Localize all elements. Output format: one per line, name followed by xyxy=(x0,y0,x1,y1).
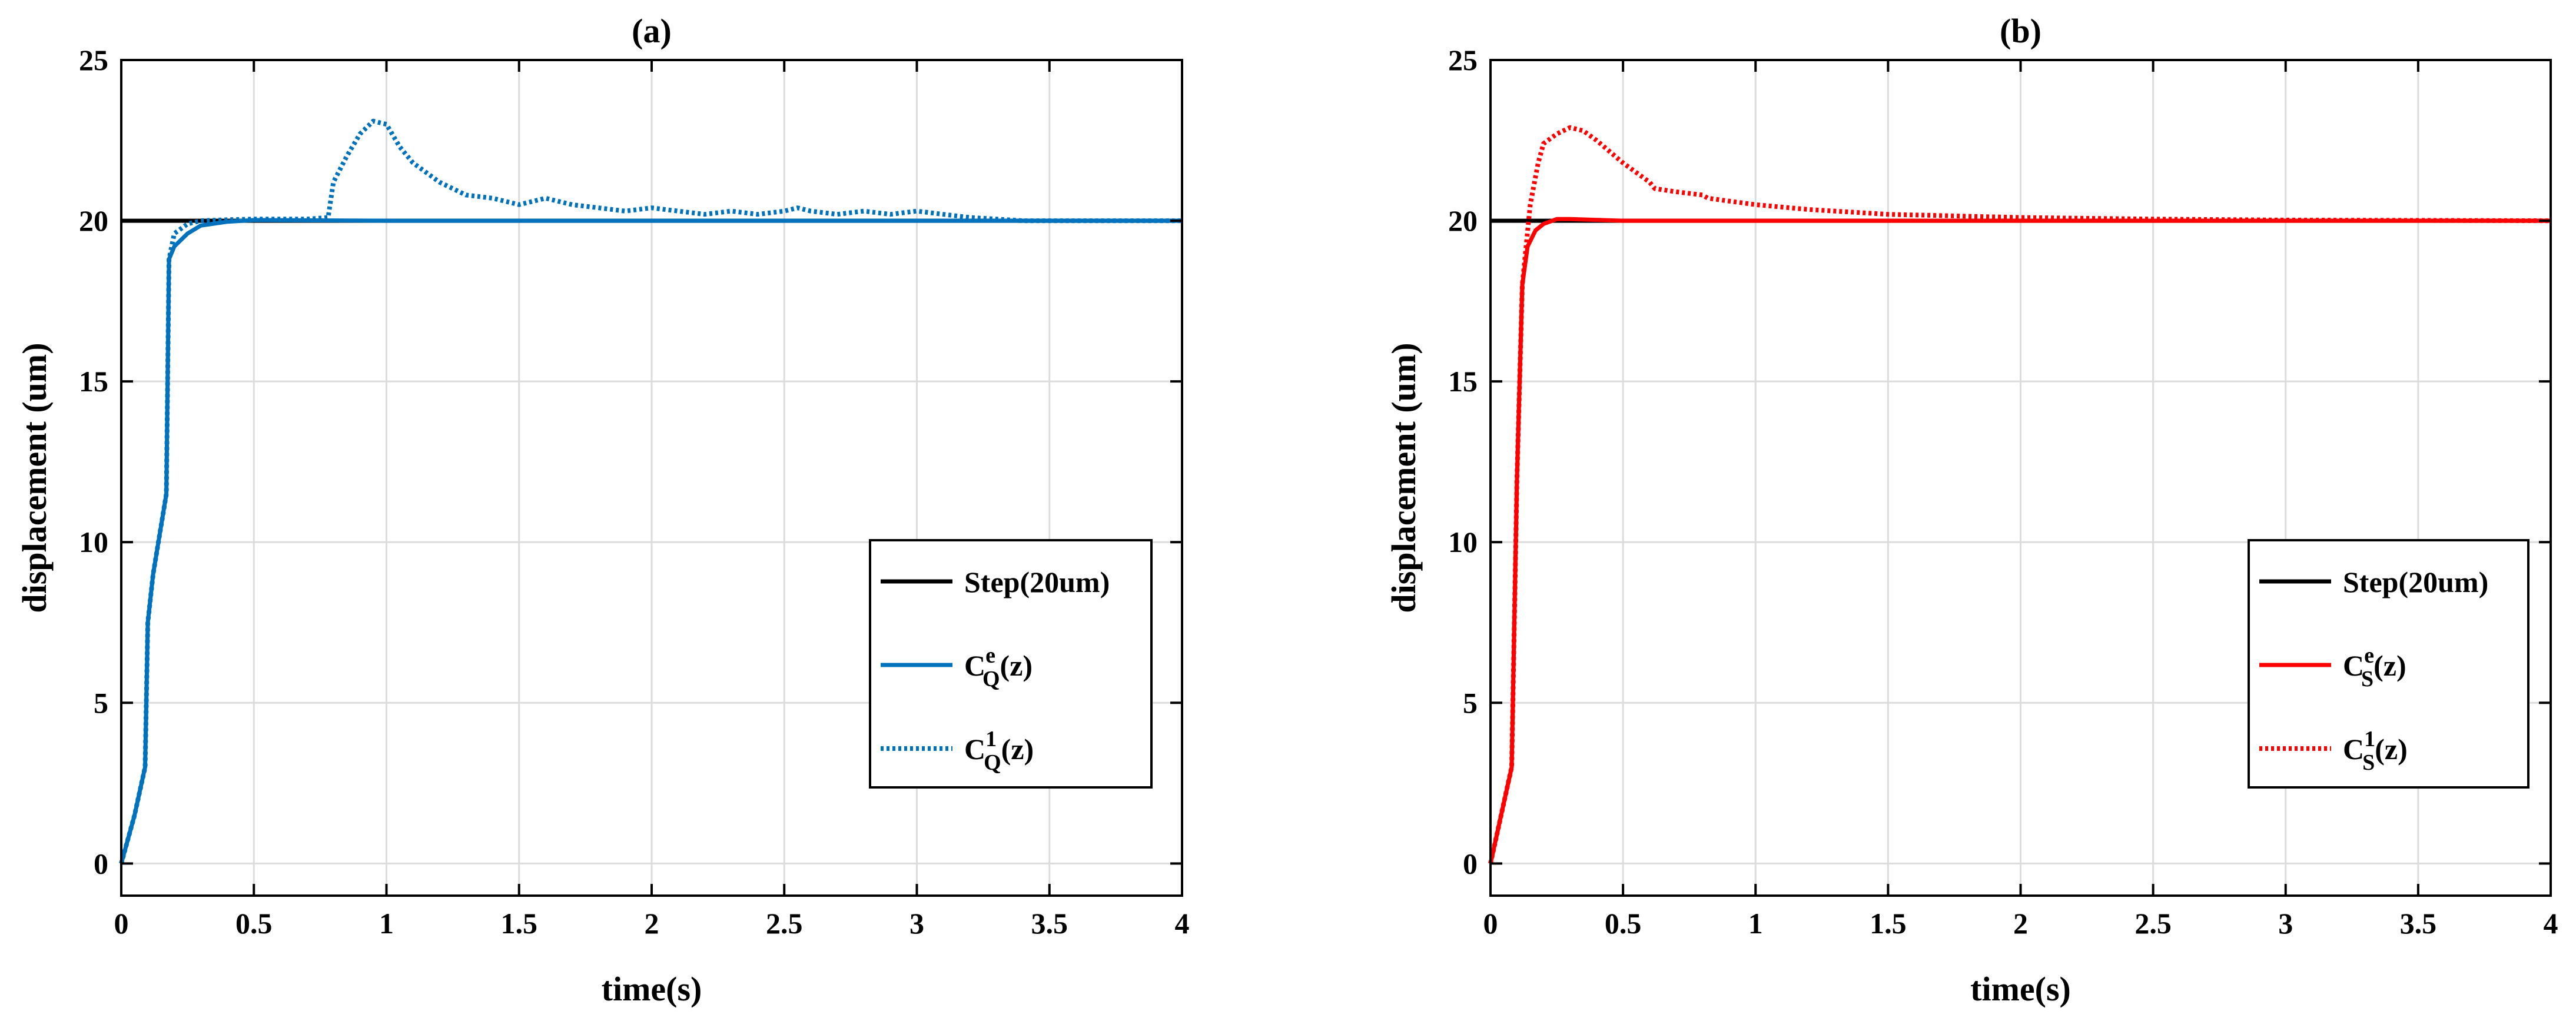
legend-label-main: C xyxy=(2343,649,2364,682)
x-tick-label: 2 xyxy=(2013,907,2028,940)
x-tick-label: 0.5 xyxy=(1605,907,1642,940)
legend-label-superscript: 1 xyxy=(2364,727,2375,751)
legend-label-subscript: Q xyxy=(982,667,1000,691)
legend-label-subscript: S xyxy=(2362,750,2375,775)
legend-label-2: C1 Q(z) xyxy=(964,727,1034,775)
x-tick-label: 1.5 xyxy=(501,907,538,940)
legend-label-superscript: e xyxy=(2364,643,2374,668)
legend-label-tail: (z) xyxy=(2373,649,2406,682)
y-tick-label: 5 xyxy=(1463,686,1478,719)
legend-label-superscript: e xyxy=(985,643,995,668)
y-tick-label: 20 xyxy=(79,204,108,237)
x-tick-label: 0.5 xyxy=(235,907,273,940)
legend-label-main: C xyxy=(964,733,985,766)
legend-label-main: C xyxy=(2343,733,2364,766)
x-tick-label: 2.5 xyxy=(766,907,803,940)
legend-label-tail: (z) xyxy=(1001,733,1034,766)
legend-label-2: C1 S(z) xyxy=(2343,727,2408,775)
chart-title: (a) xyxy=(632,12,672,50)
series-line-2 xyxy=(119,118,1182,864)
legend-label-1: Ce S(z) xyxy=(2343,643,2406,691)
y-tick-label: 15 xyxy=(79,365,108,398)
y-axis-label: displacement (um) xyxy=(1385,342,1423,613)
y-tick-label: 0 xyxy=(94,847,108,880)
x-tick-label: 3.5 xyxy=(1031,907,1068,940)
x-tick-label: 2 xyxy=(645,907,659,940)
y-tick-label: 25 xyxy=(1448,44,1478,77)
y-tick-label: 0 xyxy=(1463,847,1478,880)
series-line-1 xyxy=(1488,217,2551,864)
x-tick-label: 1.5 xyxy=(1870,907,1907,940)
y-tick-label: 5 xyxy=(94,686,108,719)
x-tick-label: 4 xyxy=(2544,907,2558,940)
x-axis-label: time(s) xyxy=(602,970,702,1008)
x-axis-label: time(s) xyxy=(1970,970,2071,1008)
legend-label-0: Step(20um) xyxy=(2343,566,2488,598)
y-tick-label: 20 xyxy=(1448,204,1478,237)
legend-label-1: Ce Q(z) xyxy=(964,643,1033,691)
legend: Step(20um)Ce Q(z)C1 Q(z) xyxy=(869,539,1153,789)
y-tick-label: 10 xyxy=(1448,526,1478,558)
chart-panel-b: 0 0.5 1 1.5 2 2.5 3 3.5 4 0 5 10 15 20 25 (b) time(s) dis… xyxy=(1385,12,2558,1008)
x-tick-label: 0 xyxy=(114,907,129,940)
series-line-2 xyxy=(1488,125,2551,864)
legend-label-subscript: Q xyxy=(984,750,1001,775)
y-tick-label: 25 xyxy=(79,44,108,77)
x-tick-label: 1 xyxy=(379,907,394,940)
legend-label-subscript: S xyxy=(2361,667,2373,691)
legend-label-main: C xyxy=(964,649,985,682)
legend-label-tail: (z) xyxy=(2375,733,2408,766)
y-axis-label: displacement (um) xyxy=(15,342,54,613)
legend-label-0: Step(20um) xyxy=(964,566,1110,598)
x-tick-label: 2.5 xyxy=(2135,907,2172,940)
x-tick-label: 3.5 xyxy=(2400,907,2437,940)
legend-label-superscript: 1 xyxy=(985,727,997,751)
chart-title: (b) xyxy=(2000,12,2041,50)
legend-label-tail: (z) xyxy=(1000,649,1033,682)
y-tick-label: 15 xyxy=(1448,365,1478,398)
x-tick-label: 4 xyxy=(1175,907,1190,940)
chart-panel-a: 0 0.5 1 1.5 2 2.5 3 3.5 4 0 5 10 15 20 25 (a) time(s) dis… xyxy=(15,12,1190,1008)
x-tick-label: 1 xyxy=(1748,907,1763,940)
x-tick-label: 3 xyxy=(2278,907,2293,940)
y-tick-label: 10 xyxy=(79,526,108,558)
legend: Step(20um)Ce S(z)C1 S(z) xyxy=(2248,539,2529,789)
x-tick-label: 0 xyxy=(1483,907,1498,940)
x-tick-label: 3 xyxy=(909,907,924,940)
